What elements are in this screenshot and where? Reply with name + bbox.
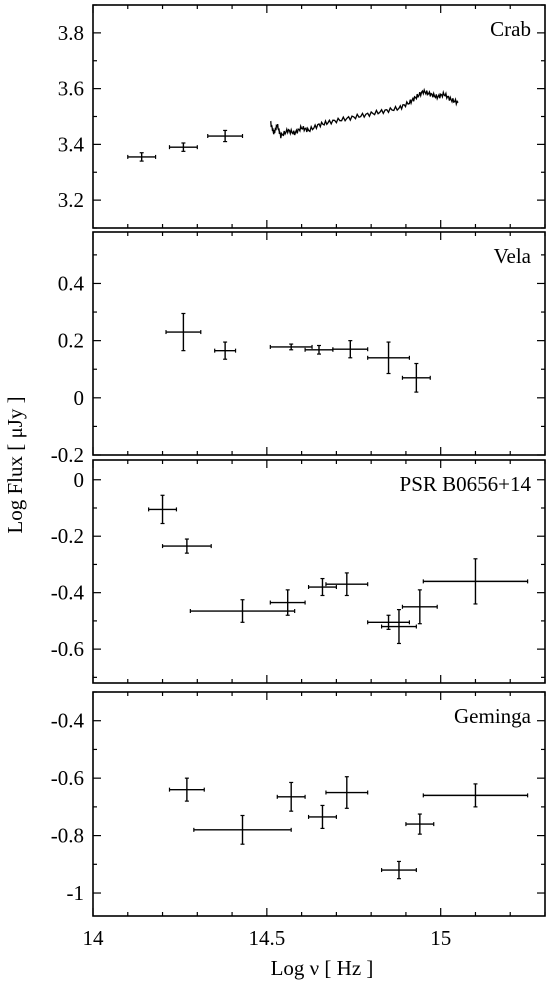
y-tick-label: 0.2 [58,329,84,353]
data-point [307,804,337,830]
panel-2: -0.6 -0.4 -0.2 0 PSR B0656+14 [51,459,546,684]
data-point [325,572,369,597]
data-point [422,558,529,605]
data-point [367,614,410,630]
y-tick-label: 0 [74,468,85,492]
y-tick-label: 3.2 [58,188,84,212]
y-tick-label: -0.4 [51,581,85,605]
panel-3: -1 -0.8 -0.6 -0.4 Geminga [51,691,546,917]
data-point [332,340,369,359]
y-tick-label: -0.8 [51,824,84,848]
data-point [127,152,157,162]
panel-0: 3.2 3.4 3.6 3.8 Crab [58,4,546,229]
panel-frame [92,691,546,917]
panel-frame [92,4,546,229]
y-tick-label: -0.4 [51,709,85,733]
data-point [168,777,205,802]
panel-label: Vela [494,244,532,268]
data-point [168,142,198,152]
y-tick-label: 3.6 [58,77,84,101]
x-tick-label: 14 [83,926,105,950]
data-point [401,589,438,625]
data-point [189,599,296,623]
y-tick-label: 3.8 [58,21,84,45]
y-tick-label: 3.4 [58,132,85,156]
panel-label: PSR B0656+14 [400,472,532,496]
data-point [380,609,417,645]
x-tick-label: 14.5 [248,926,285,950]
data-point [207,129,244,143]
data-point [148,494,178,525]
panel-frame [92,459,546,684]
y-tick-label: -0.6 [51,766,84,790]
data-point [405,813,435,835]
panel-label: Crab [490,17,531,41]
data-point [276,781,306,812]
x-axis-tick-labels: 14 14.5 15 [83,926,452,950]
data-point [269,343,313,351]
panel-frame [92,231,546,456]
panel-1: -0.2 0 0.2 0.4 Vela [51,231,546,467]
y-tick-label: -1 [67,881,85,905]
data-point [422,783,529,808]
data-point [165,312,202,352]
data-point [307,577,337,597]
x-tick-label: 15 [430,926,451,950]
data-point [325,776,369,809]
data-point [367,341,410,375]
data-point [214,341,237,360]
y-tick-label: -0.2 [51,443,84,467]
spectrum-line [269,87,459,139]
data-point [380,860,417,880]
y-tick-label: 0 [74,386,85,410]
data-point [269,589,306,616]
data-point [193,814,292,845]
panel-label: Geminga [454,704,532,728]
data-point [161,538,212,554]
chart-panels: 3.23.43.63.8 Crab-0.200.20.4Vela-0.6-0.4-… [51,4,546,917]
y-axis-title: Log Flux [ μJy ] [3,396,27,533]
data-point [401,362,431,393]
x-axis-title: Log ν [ Hz ] [271,956,374,980]
y-tick-label: -0.6 [51,637,84,661]
y-tick-label: 0.4 [58,271,85,295]
y-tick-label: -0.2 [51,524,84,548]
